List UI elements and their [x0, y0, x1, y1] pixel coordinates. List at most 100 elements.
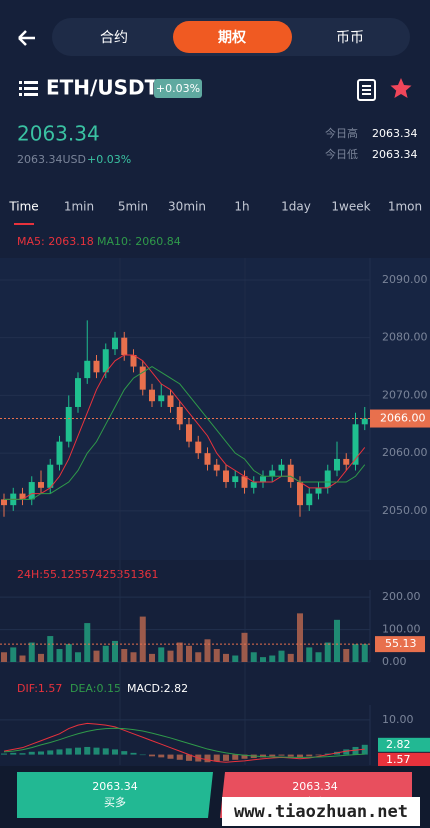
volume-bar — [47, 636, 54, 662]
watermark-box — [222, 797, 420, 826]
macd-bar — [93, 747, 100, 755]
candle-body — [213, 464, 220, 471]
volume-bar — [102, 645, 109, 662]
volume-bar — [93, 650, 100, 662]
volume-bar — [315, 652, 322, 662]
candle-body — [176, 406, 183, 425]
y-tick-label: 2050.00 — [382, 504, 428, 517]
candle-body — [204, 453, 211, 465]
candle-body — [112, 337, 118, 350]
candle-body — [56, 441, 63, 465]
y-tick-label: 2070.00 — [382, 388, 428, 401]
dea-line — [3, 727, 365, 758]
ma5-legend: MA5: 2063.18 — [17, 235, 94, 248]
nav-tab[interactable]: 币币 — [336, 30, 364, 46]
menu-icon[interactable] — [19, 81, 38, 96]
buy-button[interactable] — [17, 772, 213, 818]
last-price: 2063.34 — [17, 122, 100, 146]
candle-body — [195, 441, 202, 454]
macd-bar — [278, 754, 285, 756]
volume-marker-label: 55.13 — [385, 637, 417, 650]
dif-legend: DIF:1.57 — [17, 682, 62, 695]
macd-marker-label: 1.57 — [386, 753, 411, 766]
macd-bar — [102, 748, 109, 755]
interval-tab[interactable]: 1week — [331, 200, 370, 214]
macd-bar — [56, 749, 63, 755]
interval-tab[interactable]: Time — [8, 200, 38, 214]
candle-body — [223, 470, 229, 483]
back-button[interactable] — [18, 30, 35, 46]
macd-marker-label: 2.82 — [386, 738, 411, 751]
volume-bar — [112, 640, 118, 662]
macd-bar — [213, 754, 220, 762]
interval-tab[interactable]: 1day — [281, 200, 311, 214]
macd-bar — [130, 752, 137, 755]
volume-bar — [75, 652, 81, 662]
macd-bar — [158, 754, 165, 758]
candle-body — [167, 395, 174, 407]
macd-bar — [223, 754, 229, 761]
volume-bar — [213, 649, 220, 662]
candle-body — [19, 493, 26, 500]
macd-bar — [232, 754, 239, 760]
favorite-star[interactable] — [390, 78, 412, 98]
volume-bar — [343, 649, 350, 662]
ma10-legend: MA10: 2060.84 — [97, 235, 181, 248]
volume-bar — [121, 649, 128, 662]
macd-bar — [167, 754, 174, 759]
candle-body — [1, 499, 7, 506]
macd-bar — [343, 749, 350, 755]
macd-bar — [186, 754, 192, 761]
kline-area — [0, 258, 430, 560]
volume-bar — [361, 644, 368, 662]
macd-bar — [297, 754, 303, 758]
nav-tab[interactable]: 合约 — [100, 30, 128, 46]
candle-body — [352, 424, 359, 465]
candle-body — [130, 355, 137, 367]
interval-tab[interactable]: 30min — [168, 200, 206, 214]
interval-tab[interactable]: 1h — [234, 200, 249, 214]
volume-bar — [241, 632, 248, 662]
macd-bar — [121, 751, 128, 755]
volume-bar — [149, 653, 155, 662]
symbol: ETH/USDT — [46, 76, 159, 100]
watermark: www.tiaozhuan.net — [234, 802, 408, 822]
macd-bar — [84, 746, 91, 755]
volume-bar — [19, 655, 26, 662]
macd-bar — [1, 753, 7, 755]
macd-bar — [65, 748, 72, 755]
macd-bar — [352, 746, 359, 755]
macd-bar — [176, 754, 183, 760]
candle-body — [232, 476, 239, 483]
candle-body — [186, 424, 192, 442]
interval-underline — [14, 223, 34, 225]
volume-bar — [334, 619, 340, 662]
macd-bar — [306, 754, 313, 757]
macd-bar — [19, 753, 26, 755]
candle-body — [343, 458, 350, 465]
volume-bar — [195, 652, 202, 662]
interval-tab[interactable]: 5min — [118, 200, 148, 214]
macd-bar — [324, 753, 331, 755]
macd-bar — [287, 754, 294, 757]
candle-body — [84, 360, 91, 379]
volume-bar — [306, 647, 313, 662]
candle-body — [306, 493, 313, 506]
candle-body — [324, 470, 331, 488]
clipboard-icon[interactable] — [357, 79, 376, 101]
candle-body — [297, 482, 303, 506]
buy-label: 买多 — [104, 795, 126, 809]
macd-bar — [315, 754, 322, 756]
volume-bar — [167, 650, 174, 662]
macd-bar — [260, 754, 266, 758]
interval-tab[interactable]: 1mon — [388, 200, 422, 214]
volume-bar — [269, 655, 276, 662]
volume-bar — [176, 642, 183, 662]
nav-tab[interactable]: 期权 — [218, 29, 247, 46]
volume-bar — [130, 652, 137, 662]
candle-body — [75, 378, 81, 407]
volume-bar — [158, 647, 165, 662]
interval-tab[interactable]: 1min — [64, 200, 94, 214]
